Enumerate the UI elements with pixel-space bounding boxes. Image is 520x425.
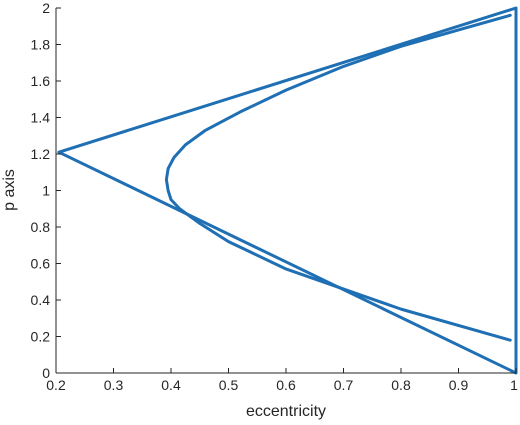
x-tick-label: 0.6: [276, 377, 296, 393]
y-tick-label: 1.2: [31, 146, 51, 162]
y-tick-label: 0.2: [31, 329, 51, 345]
series-line-2: [164, 13, 512, 342]
x-tick-label: 0.7: [334, 377, 354, 393]
y-tick-label: 1.8: [31, 37, 51, 53]
y-ticks: 0 0.2 0.4 0.6 0.8 1 1.2 1.4 1.6 1.8 2: [31, 0, 61, 381]
y-tick-label: 1.6: [31, 73, 51, 89]
y-tick-label: 2: [42, 0, 50, 16]
y-tick-label: 0: [42, 365, 50, 381]
y-tick-label: 0.8: [31, 219, 51, 235]
x-tick-label: 1: [510, 377, 518, 393]
x-axis-label: eccentricity: [246, 403, 326, 420]
x-tick-label: 0.8: [391, 377, 411, 393]
x-tick-label: 0.2: [46, 377, 66, 393]
x-tick-label: 0.3: [104, 377, 124, 393]
y-tick-label: 0.6: [31, 256, 51, 272]
x-tick-label: 0.4: [161, 377, 181, 393]
series-line-1: [57, 6, 518, 375]
y-tick-label: 1: [42, 183, 50, 199]
y-tick-label: 0.4: [31, 292, 51, 308]
x-ticks: 0.2 0.3 0.4 0.5 0.6 0.7 0.8 0.9 1: [46, 368, 518, 393]
x-tick-label: 0.5: [219, 377, 239, 393]
plot-lines: [57, 6, 518, 375]
y-tick-label: 1.4: [31, 110, 51, 126]
y-axis-label: p axis: [1, 169, 18, 211]
x-tick-label: 0.9: [449, 377, 469, 393]
